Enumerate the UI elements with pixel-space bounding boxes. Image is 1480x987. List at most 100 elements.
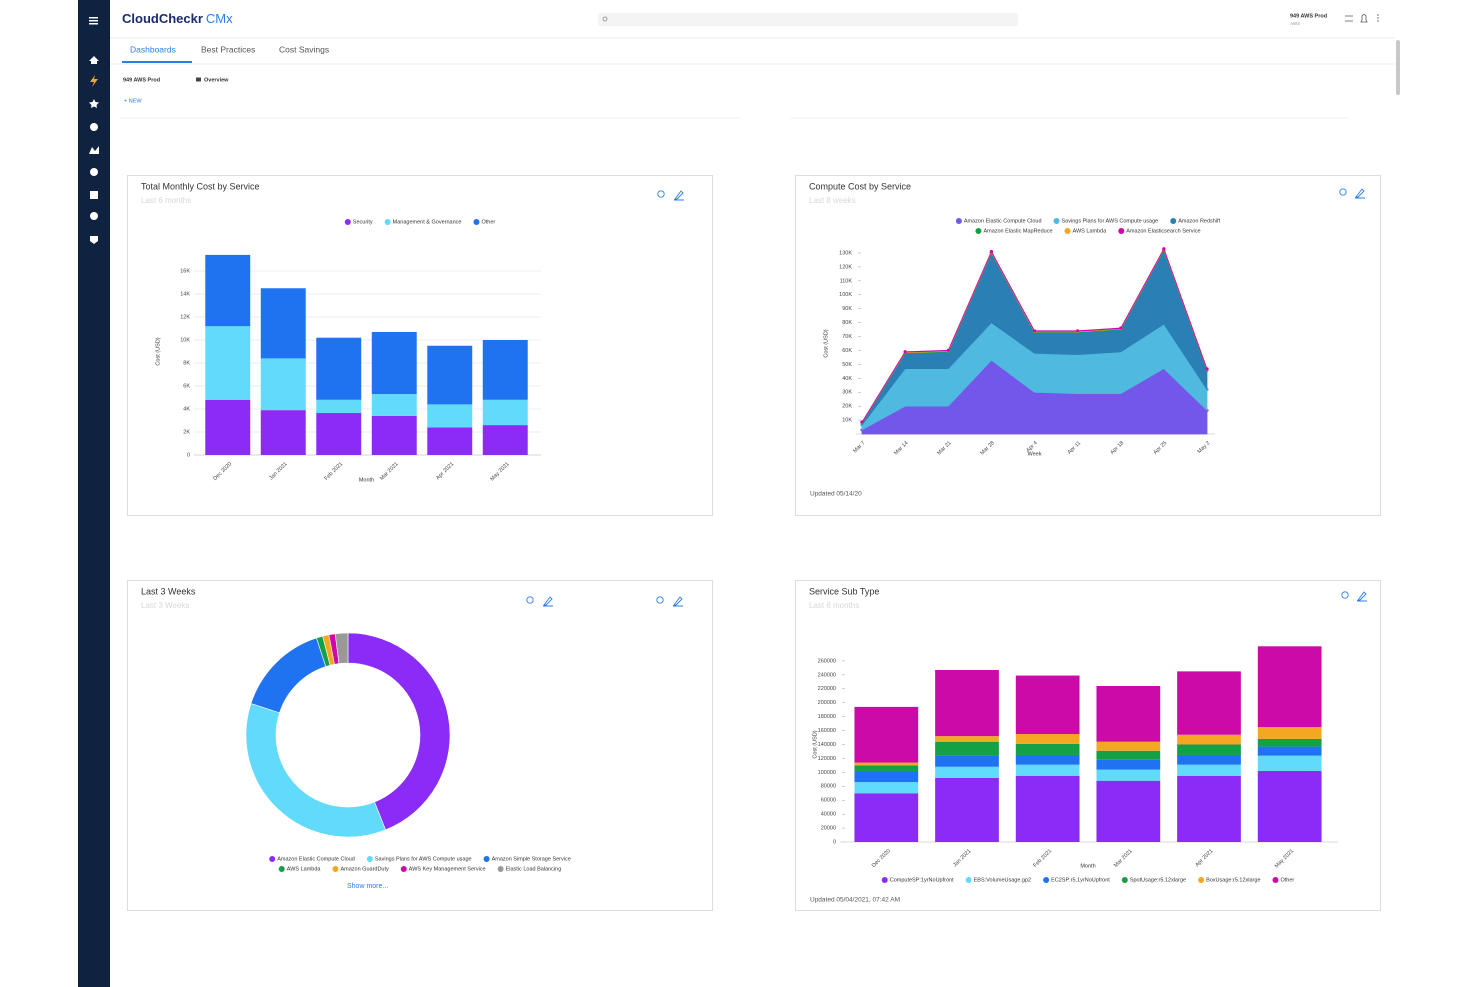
legend-marker — [483, 856, 490, 862]
bar-segment — [205, 254, 251, 327]
card-subtitle: Last 8 weeks — [809, 196, 856, 205]
legend-label: Amazon Elastic Compute Cloud — [964, 218, 1042, 224]
y-tick-label: 60K — [842, 348, 852, 354]
doc-icon[interactable] — [90, 191, 98, 199]
bar-segment — [1257, 738, 1322, 747]
bolt-icon[interactable] — [90, 75, 98, 87]
legend-label: Other — [481, 219, 495, 225]
legend-marker — [965, 877, 972, 883]
bar-segment — [371, 394, 417, 416]
user-icon[interactable] — [90, 212, 98, 220]
edit-icon[interactable] — [1357, 591, 1367, 602]
bar-segment — [482, 399, 528, 426]
search-bar[interactable] — [598, 13, 1018, 26]
legend-marker — [1121, 877, 1128, 883]
legend-label: AWS Key Management Service — [409, 866, 486, 872]
info-icon[interactable] — [90, 168, 98, 176]
legend-marker — [881, 877, 888, 883]
legend-label: SpotUsage:r5.12xlarge — [1130, 877, 1186, 883]
sidebar — [78, 0, 110, 987]
download-icon[interactable] — [526, 596, 534, 604]
bar-segment — [854, 770, 919, 783]
legend-marker — [1053, 218, 1060, 224]
legend-label: ComputeSP:1yrNoUpfront — [890, 877, 954, 883]
download-icon[interactable] — [1339, 188, 1347, 196]
bar-segment — [1177, 754, 1241, 765]
bar-segment — [1177, 775, 1241, 842]
bar-segment — [1015, 764, 1080, 776]
legend-label: Security — [353, 219, 373, 225]
legend-marker — [1064, 228, 1071, 234]
toolbar-account[interactable]: 949 AWS Prod — [123, 77, 160, 83]
home-icon[interactable] — [89, 56, 99, 64]
bar-segment — [935, 766, 999, 778]
edit-icon[interactable] — [543, 596, 553, 607]
bar-segment — [205, 399, 251, 455]
legend-marker — [366, 856, 373, 862]
download-icon[interactable] — [656, 596, 664, 604]
point — [903, 350, 907, 354]
y-tick-label: 140000 — [818, 742, 836, 748]
bar-segment — [1257, 770, 1322, 842]
bar-segment — [1257, 727, 1322, 739]
donut-slice — [334, 632, 349, 664]
y-tick-label: 14K — [180, 291, 190, 297]
y-tick-label: 180000 — [818, 714, 836, 720]
card-title: Total Monthly Cost by Service — [141, 181, 260, 191]
view-icon — [196, 77, 201, 82]
edit-icon[interactable] — [673, 596, 683, 607]
chart-icon[interactable] — [89, 146, 99, 154]
edit-icon[interactable] — [674, 190, 684, 201]
tab[interactable]: Best Practices — [201, 44, 255, 54]
bar-segment — [1015, 675, 1080, 735]
card-subtitle: Last 6 months — [141, 196, 191, 205]
legend-marker — [975, 228, 982, 234]
show-more-link[interactable]: Show more... — [347, 883, 388, 890]
new-button[interactable]: + NEW — [124, 98, 142, 104]
y-axis-label: Cost (USD) — [155, 337, 161, 365]
bar-segment — [1096, 741, 1161, 751]
logo[interactable]: CloudCheckr CMx — [122, 11, 233, 26]
legend-marker — [1118, 228, 1125, 234]
tab[interactable]: Dashboards — [130, 44, 176, 54]
point — [1032, 329, 1037, 333]
download-icon[interactable] — [1341, 591, 1349, 599]
star-icon[interactable] — [89, 99, 99, 108]
legend-label: Savings Plans for AWS Compute usage — [1062, 218, 1159, 224]
bar-segment — [1015, 775, 1080, 842]
bell-icon[interactable] — [1360, 14, 1368, 23]
switch-icon[interactable] — [1345, 15, 1353, 22]
bar-segment — [260, 410, 306, 455]
scrollbar[interactable] — [1396, 40, 1400, 95]
legend-marker — [384, 219, 391, 225]
edit-icon[interactable] — [1355, 188, 1365, 199]
y-tick-label: 70K — [842, 334, 852, 340]
legend-label: AWS Lambda — [287, 866, 322, 872]
bar-segment — [1096, 769, 1161, 781]
shield-icon[interactable] — [90, 236, 98, 244]
point — [1119, 326, 1123, 330]
point — [989, 249, 993, 254]
menu-icon[interactable] — [89, 17, 98, 19]
donut-slice — [347, 632, 451, 831]
bar-segment — [1096, 750, 1161, 760]
legend-marker — [269, 856, 276, 862]
legend-label: BoxUsage:r5.12xlarge — [1206, 877, 1260, 883]
y-tick-label: 130K — [839, 250, 852, 256]
y-tick-label: 160000 — [818, 728, 836, 734]
account-name[interactable]: 949 AWS Prod — [1290, 13, 1327, 19]
bar-segment — [935, 777, 999, 842]
x-axis-label: Month — [359, 477, 374, 483]
card-footer: Updated 05/04/2021, 07:42 AM — [810, 897, 900, 904]
legend-row: AWS Lambda Amazon GuardDuty AWS Key Manage… — [278, 866, 562, 872]
download-icon[interactable] — [657, 190, 665, 198]
tab[interactable]: Cost Savings — [279, 44, 329, 54]
legend-label: Elastic Load Balancing — [506, 866, 562, 872]
more-icon[interactable] — [1377, 14, 1379, 16]
y-tick-label: 200000 — [818, 700, 836, 706]
point — [1162, 247, 1166, 251]
view-select[interactable]: Overview — [204, 77, 229, 83]
legend-label: AWS Lambda — [1073, 228, 1108, 234]
cap-icon[interactable] — [90, 123, 98, 131]
